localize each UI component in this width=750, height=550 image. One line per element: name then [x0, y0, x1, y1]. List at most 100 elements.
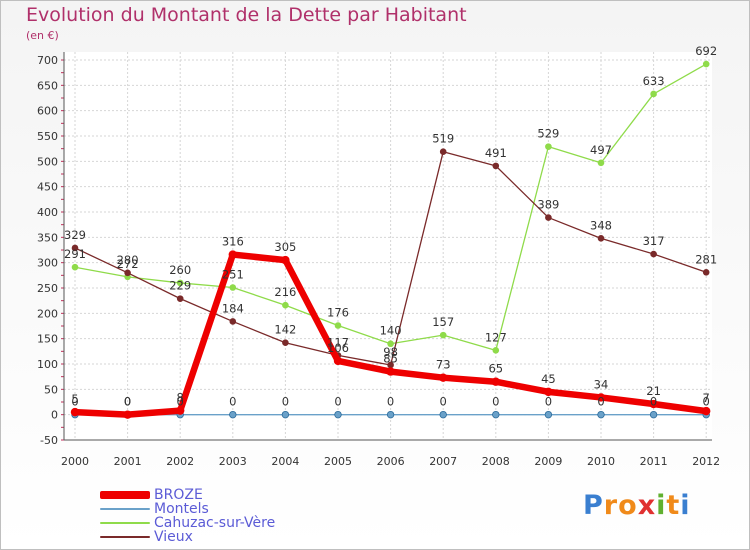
- data-label-vieux: 142: [274, 323, 296, 337]
- x-tick-label: 2001: [114, 455, 142, 468]
- x-tick-label: 2007: [429, 455, 457, 468]
- legend-label: Vieux: [154, 528, 193, 545]
- data-label-broze: 316: [222, 235, 244, 249]
- data-label-cahuzac-sur-v-re: 692: [695, 44, 717, 58]
- data-label-cahuzac-sur-v-re: 157: [432, 315, 454, 329]
- data-point-cahuzac-sur-v-re: [650, 90, 657, 98]
- data-point-broze: [439, 373, 448, 382]
- data-point-cahuzac-sur-v-re: [71, 263, 79, 271]
- data-point-broze: [228, 250, 237, 259]
- data-label-cahuzac-sur-v-re: 497: [590, 143, 612, 157]
- logo-letter: x: [637, 490, 657, 521]
- data-label-cahuzac-sur-v-re: 176: [327, 305, 349, 319]
- legend-swatch: [100, 535, 150, 538]
- data-label-broze: 106: [327, 341, 349, 355]
- legend-label: Montels: [154, 500, 209, 517]
- legend-item: Cahuzac-sur-Vère: [100, 515, 275, 531]
- data-label-vieux: 98: [383, 345, 398, 359]
- data-point-cahuzac-sur-v-re: [597, 159, 605, 167]
- x-tick-label: 2003: [219, 455, 247, 468]
- data-point-vieux: [650, 250, 657, 258]
- data-label-cahuzac-sur-v-re: 260: [169, 263, 191, 277]
- data-label-montels: 0: [124, 395, 131, 409]
- data-point-vieux: [492, 162, 500, 170]
- data-label-cahuzac-sur-v-re: 272: [117, 257, 139, 271]
- data-point-vieux: [124, 269, 131, 277]
- x-tick-label: 2002: [166, 455, 194, 468]
- proxiti-logo: Proxiti: [583, 490, 691, 521]
- data-label-vieux: 317: [643, 234, 665, 248]
- data-point-montels: [281, 410, 290, 419]
- data-label-broze: 65: [488, 362, 503, 376]
- data-label-broze: 21: [646, 384, 661, 398]
- data-label-vieux: 348: [590, 218, 612, 232]
- data-point-cahuzac-sur-v-re: [282, 301, 289, 309]
- data-label-montels: 0: [597, 395, 604, 409]
- data-label-broze: 8: [177, 391, 184, 405]
- y-tick-label: -50: [40, 434, 58, 447]
- y-tick-label: 700: [37, 54, 58, 67]
- data-point-vieux: [282, 339, 289, 347]
- x-tick-label: 2006: [377, 455, 405, 468]
- data-label-montels: 0: [387, 395, 394, 409]
- data-point-cahuzac-sur-v-re: [229, 284, 237, 291]
- data-point-broze: [544, 387, 553, 397]
- legend-item: BROZE: [100, 486, 203, 503]
- data-label-vieux: 184: [222, 301, 244, 315]
- plot-area: [64, 52, 712, 440]
- logo-letter: i: [656, 490, 667, 521]
- data-label-cahuzac-sur-v-re: 216: [274, 285, 296, 299]
- data-label-montels: 0: [492, 395, 499, 409]
- y-tick-label: 300: [37, 257, 58, 270]
- logo-letter: t: [666, 490, 681, 521]
- data-label-broze: 305: [274, 240, 296, 254]
- data-label-montels: 0: [71, 395, 78, 409]
- data-label-broze: 85: [383, 352, 398, 366]
- y-tick-label: 400: [37, 206, 58, 219]
- x-tick-label: 2011: [640, 455, 668, 468]
- data-point-vieux: [439, 148, 447, 156]
- data-point-cahuzac-sur-v-re: [176, 279, 184, 287]
- logo-letter: r: [603, 490, 619, 521]
- y-tick-label: 350: [37, 231, 58, 244]
- legend-swatch: [100, 521, 150, 524]
- y-tick-label: 600: [37, 105, 58, 118]
- y-tick-label: 650: [37, 79, 58, 92]
- data-point-broze: [333, 356, 343, 366]
- x-tick-label: 2004: [271, 455, 299, 468]
- legend-swatch: [100, 507, 150, 510]
- data-point-montels: [597, 410, 605, 419]
- data-label-vieux: 491: [485, 146, 507, 160]
- data-point-broze: [70, 407, 80, 417]
- data-label-montels: 0: [229, 395, 236, 409]
- data-label-vieux: 117: [327, 335, 349, 349]
- data-point-vieux: [545, 214, 552, 221]
- x-tick-label: 2012: [692, 455, 720, 468]
- data-label-broze: 7: [703, 391, 710, 405]
- legend-swatch: [100, 490, 150, 499]
- data-point-cahuzac-sur-v-re: [387, 340, 394, 348]
- data-label-cahuzac-sur-v-re: 291: [64, 247, 86, 261]
- x-tick-label: 2008: [482, 455, 510, 468]
- y-tick-label: 450: [37, 181, 58, 194]
- data-label-cahuzac-sur-v-re: 633: [643, 74, 665, 88]
- legend-label: BROZE: [154, 486, 203, 503]
- data-label-cahuzac-sur-v-re: 140: [380, 324, 402, 338]
- y-tick-label: 500: [37, 155, 58, 168]
- data-point-montels: [544, 410, 553, 419]
- data-point-cahuzac-sur-v-re: [439, 331, 447, 339]
- logo-letter: o: [618, 490, 638, 521]
- x-tick-label: 2005: [324, 455, 352, 468]
- data-point-broze: [176, 406, 185, 415]
- data-label-broze: 45: [541, 372, 556, 386]
- data-label-vieux: 389: [537, 198, 559, 212]
- data-label-broze: 0: [124, 395, 131, 409]
- data-point-vieux: [229, 318, 237, 325]
- data-label-vieux: 280: [117, 253, 139, 267]
- data-point-vieux: [176, 295, 184, 302]
- data-point-cahuzac-sur-v-re: [334, 322, 342, 329]
- data-point-broze: [386, 367, 395, 376]
- data-label-cahuzac-sur-v-re: 127: [485, 330, 507, 344]
- data-label-broze: 34: [594, 377, 609, 391]
